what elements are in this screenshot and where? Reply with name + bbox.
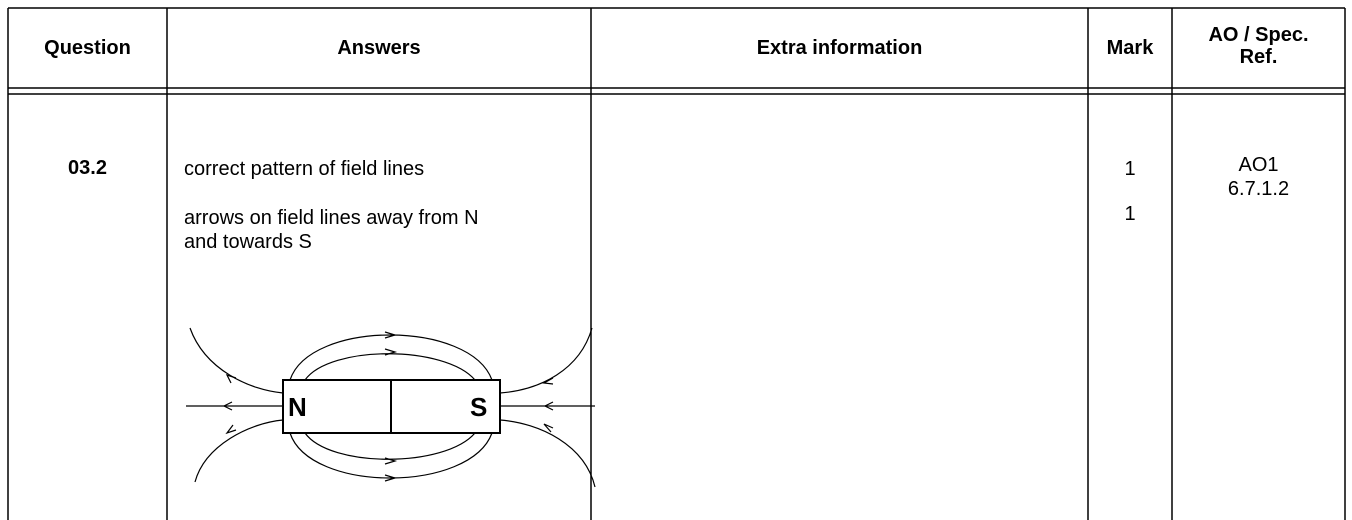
magnet-diagram (186, 327, 596, 488)
header-cell: Answers (337, 37, 421, 59)
answer: correct pattern of field lines (184, 158, 425, 180)
spec-ref: 6.7.1.2 (1227, 178, 1290, 200)
answer: arrows on field lines away from N and to… (184, 207, 479, 253)
question-number: 03.2 (68, 157, 107, 179)
header-cell: Question (44, 37, 131, 59)
header-cell: Mark (1106, 37, 1154, 59)
mark: 1 (1124, 203, 1136, 225)
diagram-label: N (288, 392, 307, 422)
diagram-label: S (470, 392, 488, 422)
header-cell: Extra information (756, 37, 923, 59)
header-cell: AO / Spec. Ref. (1208, 24, 1309, 68)
mark: 1 (1124, 158, 1136, 180)
ao: AO1 (1238, 154, 1279, 176)
